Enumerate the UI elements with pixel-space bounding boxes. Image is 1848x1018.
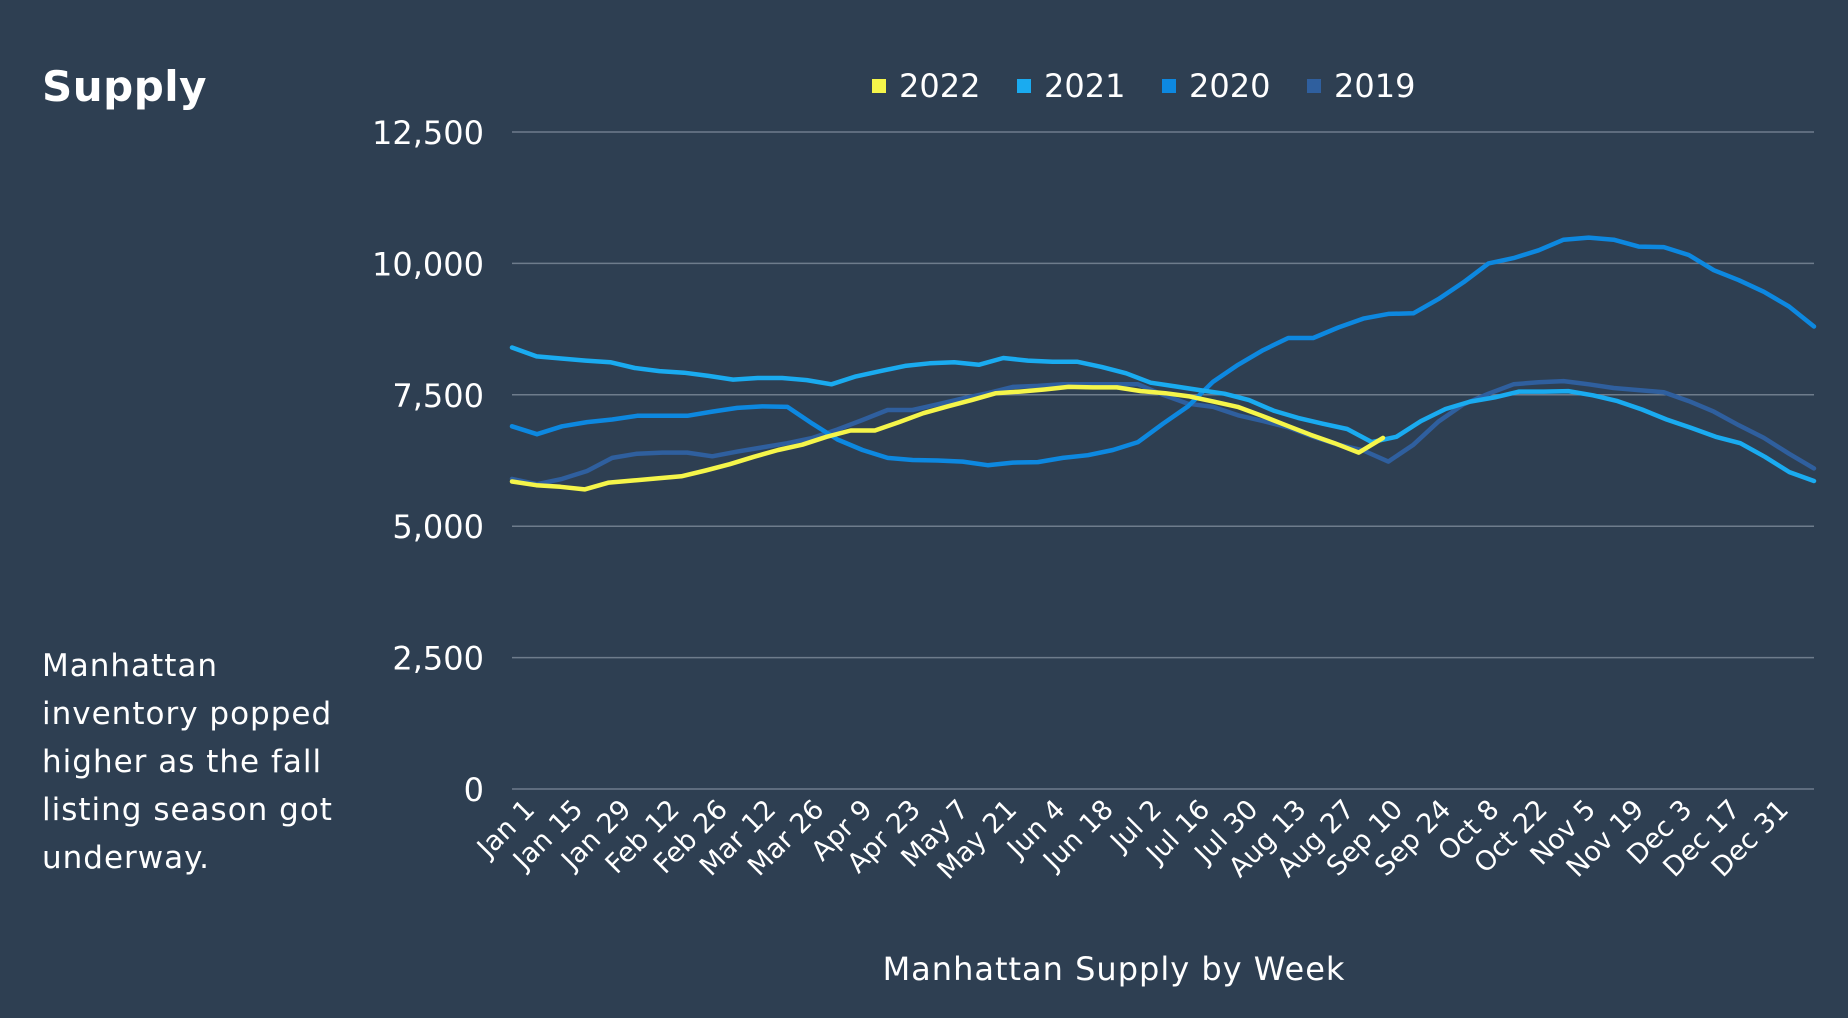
legend-swatch-2022 — [872, 79, 886, 93]
legend-swatch-2019 — [1307, 79, 1321, 93]
legend: 2022 2021 2020 2019 — [872, 67, 1415, 105]
legend-label-2021: 2021 — [1044, 67, 1125, 105]
legend-label-2022: 2022 — [899, 67, 980, 105]
panel-note: Manhattan inventory popped higher as the… — [42, 648, 333, 876]
y-tick-label: 5,000 — [392, 508, 484, 546]
series-line-2021 — [509, 345, 1817, 484]
series-lines — [509, 235, 1817, 492]
y-tick-label: 2,500 — [392, 640, 484, 678]
y-axis-ticks: 0 2,500 5,000 7,500 10,000 12,500 — [372, 114, 484, 809]
y-tick-label: 0 — [464, 771, 484, 809]
x-axis-label: Manhattan Supply by Week — [883, 950, 1346, 988]
gridlines — [512, 131, 1814, 790]
legend-label-2019: 2019 — [1334, 67, 1415, 105]
series-line-2020 — [509, 235, 1817, 468]
series-line-2022 — [509, 384, 1386, 492]
y-tick-label: 7,500 — [392, 377, 484, 415]
legend-label-2020: 2020 — [1189, 67, 1270, 105]
y-tick-label: 10,000 — [372, 245, 484, 283]
panel-title: Supply — [42, 62, 208, 111]
legend-swatch-2021 — [1017, 79, 1031, 93]
y-tick-label: 12,500 — [372, 114, 484, 152]
legend-swatch-2020 — [1162, 79, 1176, 93]
